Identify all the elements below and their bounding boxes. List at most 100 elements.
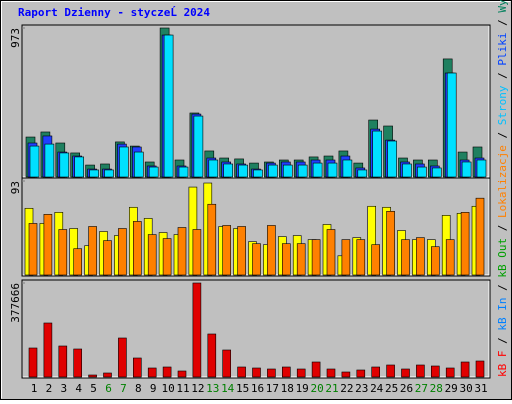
x-tick-label: 8 (135, 382, 142, 395)
x-tick-label: 28 (430, 382, 443, 395)
bar (342, 159, 353, 178)
panel (21, 24, 491, 179)
bar (193, 115, 204, 178)
bar (43, 214, 53, 276)
x-tick-label: 7 (120, 382, 127, 395)
x-tick-label: 23 (355, 382, 368, 395)
bar (103, 240, 112, 276)
bar (430, 365, 440, 378)
bar (223, 163, 233, 178)
x-tick-label: 4 (75, 382, 82, 395)
x-tick-label: 30 (459, 382, 472, 395)
bar (73, 348, 82, 378)
x-tick-label: 16 (251, 382, 264, 395)
x-tick-label: 27 (415, 382, 428, 395)
bar (312, 162, 323, 178)
bar (326, 229, 336, 276)
bar (356, 369, 366, 378)
x-tick-label: 2 (46, 382, 53, 395)
bar (268, 164, 278, 178)
bar (44, 143, 55, 178)
legend-entry: kB F (496, 351, 509, 378)
bar (386, 211, 395, 276)
bar (387, 140, 397, 178)
legend-entry: kB In (496, 298, 509, 331)
bar (162, 238, 172, 276)
x-tick-label: 12 (191, 382, 204, 395)
y-tick-label: 973 (9, 28, 22, 48)
bar (192, 229, 202, 276)
bar (58, 345, 68, 378)
bar (237, 366, 246, 378)
bar (104, 169, 114, 178)
bar (252, 367, 261, 378)
bar (59, 152, 70, 178)
x-tick-label: 13 (206, 382, 219, 395)
x-tick-label: 6 (105, 382, 112, 395)
x-tick-label: 21 (325, 382, 338, 395)
bar (431, 167, 442, 178)
bar (147, 367, 157, 378)
bar (460, 212, 470, 276)
x-tick-label: 26 (400, 382, 413, 395)
x-tick-label: 22 (340, 382, 353, 395)
chart-title: Raport Dzienny - styczeĹ 2024 (18, 6, 210, 19)
y-tick-label: 93 (9, 181, 22, 194)
bar (89, 169, 99, 178)
legend-entry: WywoĹ‚ania (496, 0, 509, 13)
legend-separator: / (496, 13, 509, 33)
x-tick-label: 25 (385, 382, 398, 395)
bar (446, 72, 457, 178)
legend-separator: / (496, 125, 509, 145)
bar (207, 203, 217, 276)
bar (118, 337, 127, 378)
bar (119, 146, 129, 178)
x-tick-label: 5 (90, 382, 97, 395)
bar (297, 164, 308, 178)
legend-separator: / (496, 331, 509, 351)
bar (476, 159, 487, 178)
bar (445, 367, 455, 378)
x-tick-label: 24 (370, 382, 384, 395)
bar (178, 166, 189, 178)
bar (430, 246, 440, 276)
bar (103, 372, 112, 378)
x-tick-label: 9 (150, 382, 157, 395)
bar (475, 197, 485, 276)
bar (311, 361, 321, 378)
bar (163, 34, 174, 178)
bar (253, 169, 263, 178)
bar (341, 239, 351, 276)
bar (88, 374, 97, 378)
legend-entry: Pliki (496, 33, 509, 66)
bar (43, 322, 53, 378)
bar (238, 164, 248, 178)
x-tick-label: 18 (281, 382, 294, 395)
x-tick-label: 14 (221, 382, 235, 395)
x-tick-label: 1 (31, 382, 38, 395)
bar (208, 159, 219, 178)
legend-entry: kB Out (496, 238, 509, 278)
x-tick-label: 19 (296, 382, 309, 395)
bar (29, 145, 40, 178)
bar (118, 228, 127, 276)
bar (401, 239, 410, 276)
bar (281, 366, 291, 378)
bar (371, 244, 381, 276)
x-tick-label: 29 (445, 382, 458, 395)
legend-entry: Strony (496, 85, 509, 125)
bar (133, 357, 142, 378)
bar (402, 163, 412, 178)
bar (88, 226, 97, 276)
bar (296, 368, 306, 378)
bar (133, 221, 142, 276)
bar (356, 239, 366, 276)
bar (28, 347, 38, 378)
bar (267, 225, 276, 276)
bar (371, 366, 381, 378)
bar (162, 366, 172, 378)
bar (311, 239, 321, 276)
bar (222, 349, 231, 378)
bar (460, 361, 470, 378)
